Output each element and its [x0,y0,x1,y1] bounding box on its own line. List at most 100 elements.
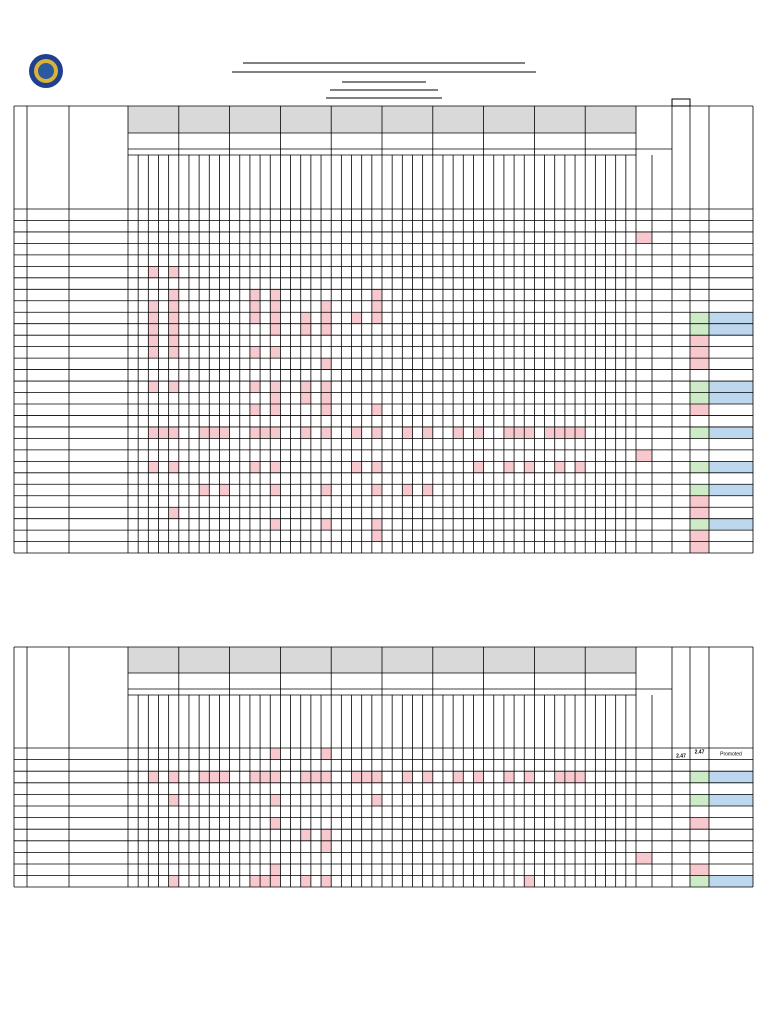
failing-cell [148,266,159,278]
failing-cell [168,266,179,278]
failing-cell [168,346,179,359]
failing-cell [402,771,413,783]
failing-cell [554,426,565,439]
school-logo [29,54,63,88]
failing-cell [270,300,281,313]
failing-cell [168,875,179,888]
failing-cell [321,300,332,313]
subject-header [534,106,586,133]
average-cell [690,461,709,473]
failing-cell [503,461,515,473]
failing-cell [270,426,281,439]
failing-cell [300,381,311,393]
failing-cell [148,426,159,439]
failing-cell [249,346,261,359]
failing-cell [453,426,464,439]
failing-cell [300,829,311,841]
average-cell [690,484,709,496]
failing-cell [453,771,464,783]
final-average: 2.47 [695,749,705,755]
failing-cell [300,426,311,439]
average-cell [690,518,709,531]
failing-cell [148,323,159,336]
failing-cell [554,771,565,783]
failing-cell [321,392,332,404]
failing-cell [524,461,535,473]
failing-cell [249,771,261,783]
average-cell [690,864,709,876]
failing-cell [544,426,555,439]
subject-header [534,647,586,673]
failing-cell [270,748,281,760]
failing-cell [168,461,179,473]
failing-cell [321,829,332,841]
average-cell [690,817,709,830]
failing-cell [168,312,179,324]
failing-cell [321,426,332,439]
grades-table-2: 2.47 2.47 Promoted [13,646,754,888]
general-average: 2.47 [676,753,686,759]
failing-cell [168,507,179,519]
failing-cell [168,794,179,806]
failing-cell [270,323,281,336]
failing-cell [219,426,230,439]
average-cell [690,323,709,336]
failing-cell [260,426,271,439]
average-cell [690,495,709,508]
subject-header [280,106,332,133]
failing-cell [270,794,281,806]
failing-cell [575,426,586,439]
subject-header [483,106,535,133]
failing-cell [168,426,179,439]
failing-cell [199,771,210,783]
failing-cell [300,771,311,783]
failing-cell [270,289,281,301]
flag-cell [636,231,652,244]
average-cell [690,794,709,806]
failing-cell [321,771,332,783]
subject-header [178,106,230,133]
failing-cell [270,381,281,393]
failing-cell [321,312,332,324]
failing-cell [371,530,382,542]
average-cell [690,381,709,393]
failing-cell [199,484,210,496]
failing-cell [402,484,413,496]
failing-cell [422,771,433,783]
remarks-cell [709,323,753,336]
average-cell [690,392,709,404]
failing-cell [351,312,362,324]
failing-cell [321,748,332,760]
failing-cell [260,771,271,783]
failing-cell [300,392,311,404]
failing-cell [209,426,220,439]
failing-cell [270,864,281,876]
failing-cell [270,403,281,416]
subject-header [280,647,332,673]
failing-cell [473,426,484,439]
remarks-cell [709,461,753,473]
failing-cell [270,484,281,496]
failing-cell [371,403,382,416]
failing-cell [321,381,332,393]
remarks-cell [709,518,753,531]
average-cell [690,403,709,416]
failing-cell [371,484,382,496]
remarks-cell [709,312,753,324]
failing-cell [422,484,433,496]
remarks-cell [709,771,753,783]
remarks-cell [709,484,753,496]
failing-cell [270,461,281,473]
failing-cell [199,426,210,439]
failing-cell [249,875,261,888]
failing-cell [321,875,332,888]
failing-cell [270,875,281,888]
failing-cell [270,346,281,359]
failing-cell [351,461,362,473]
failing-cell [371,518,382,531]
failing-cell [209,771,220,783]
failing-cell [249,312,261,324]
failing-cell [148,300,159,313]
average-cell [690,771,709,783]
